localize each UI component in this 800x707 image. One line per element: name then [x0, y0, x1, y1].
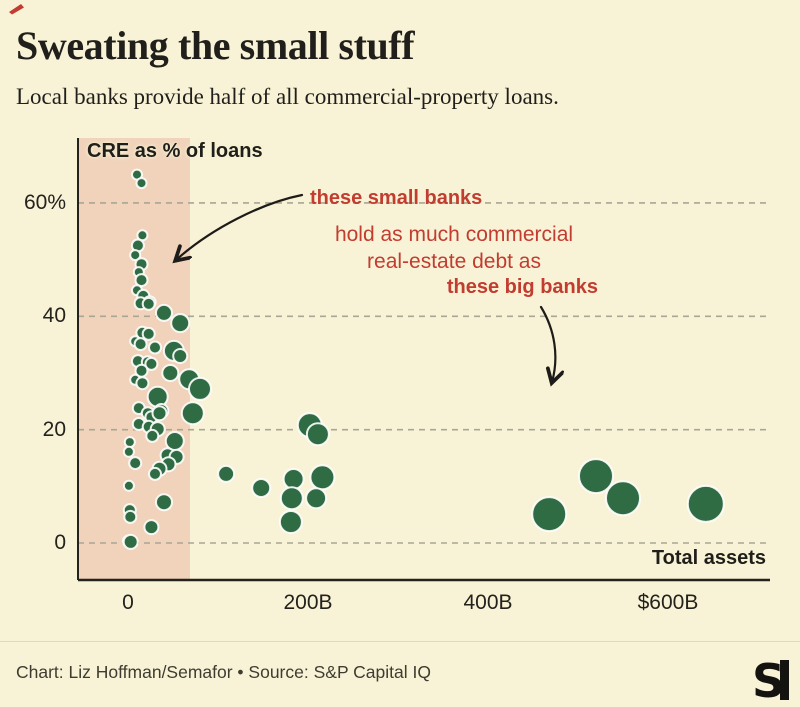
bank-bubble-midsize-banks: [309, 464, 336, 491]
bank-bubble-small-banks: [148, 466, 162, 481]
bank-bubble-big-banks: [686, 484, 725, 523]
bank-bubble-midsize-banks: [217, 464, 236, 483]
bank-bubble-small-banks: [122, 533, 139, 550]
page-title: Sweating the small stuff: [16, 23, 415, 68]
chart-credit: Chart: Liz Hoffman/Semafor • Source: S&P…: [16, 662, 431, 682]
bank-bubble-small-banks: [143, 519, 160, 536]
annotation-line2: hold as much commercial: [334, 223, 574, 246]
bank-bubble-small-banks: [161, 364, 180, 382]
semafor-logo-letter: S: [752, 657, 785, 703]
arrow-to-small-banks-icon: [176, 193, 304, 260]
y-tick-label-40: 40: [42, 304, 66, 328]
bank-bubble-small-banks: [145, 428, 160, 443]
bank-bubble-small-banks: [135, 177, 148, 190]
semafor-logo: S: [752, 657, 789, 703]
semafor-red-mark-icon: [9, 4, 24, 15]
bank-bubble-small-banks: [129, 249, 142, 262]
bank-bubble-small-banks: [135, 376, 150, 391]
page-subtitle: Local banks provide half of all commerci…: [16, 84, 559, 109]
bank-bubble-midsize-banks: [279, 486, 304, 511]
y-tick-label-20: 20: [42, 417, 66, 441]
bank-bubble-small-banks: [141, 326, 156, 341]
bank-bubble-small-banks: [180, 401, 205, 426]
bank-bubble-midsize-banks: [305, 422, 330, 447]
x-axis-title: Total assets: [651, 547, 766, 569]
y-tick-label-60: 60%: [23, 190, 66, 214]
bank-bubble-big-banks: [531, 496, 568, 533]
annotation-middle-lines: hold as much commercial real-estate debt…: [318, 221, 590, 275]
x-tick-label-0: 0: [122, 591, 134, 614]
bank-bubble-small-banks: [151, 405, 168, 422]
bank-bubble-small-banks: [122, 445, 135, 458]
bank-bubble-big-banks: [605, 480, 641, 517]
bank-bubble-small-banks: [123, 509, 138, 524]
annotation-small-banks: these small banks: [310, 187, 483, 209]
y-tick-label-0: 0: [54, 531, 66, 554]
bank-bubble-small-banks: [172, 348, 189, 364]
bank-bubble-small-banks: [144, 356, 159, 371]
x-tick-label-400: 400B: [463, 591, 513, 614]
arrow-to-big-banks-icon: [539, 305, 555, 382]
bank-bubble-small-banks: [155, 303, 173, 322]
bank-bubble-small-banks: [155, 493, 173, 512]
bank-bubble-small-banks: [123, 436, 136, 449]
bank-bubble-big-banks: [578, 458, 614, 495]
x-tick-label-200: 200B: [283, 591, 333, 614]
bank-bubble-small-banks: [188, 376, 212, 401]
bank-bubble-midsize-banks: [251, 478, 272, 498]
bank-bubble-small-banks: [141, 296, 156, 311]
annotation-arrows: [176, 193, 555, 382]
bank-bubble-small-banks: [134, 273, 149, 288]
bank-bubble-small-banks: [170, 313, 191, 334]
bank-bubble-midsize-banks: [305, 487, 328, 510]
annotation-line3: real-estate debt as: [367, 250, 541, 273]
x-tick-label-600: $600B: [637, 591, 699, 614]
bank-bubble-small-banks: [148, 340, 162, 355]
footer-divider: [0, 641, 800, 707]
y-axis-title: CRE as % of loans: [87, 140, 263, 162]
bank-bubble-small-banks: [133, 337, 148, 352]
annotation-big-banks: these big banks: [446, 276, 598, 298]
bank-bubble-small-banks: [128, 456, 143, 471]
bank-bubble-midsize-banks: [278, 510, 303, 534]
bank-bubble-small-banks: [122, 479, 135, 492]
bank-bubble-midsize-banks: [282, 468, 305, 490]
